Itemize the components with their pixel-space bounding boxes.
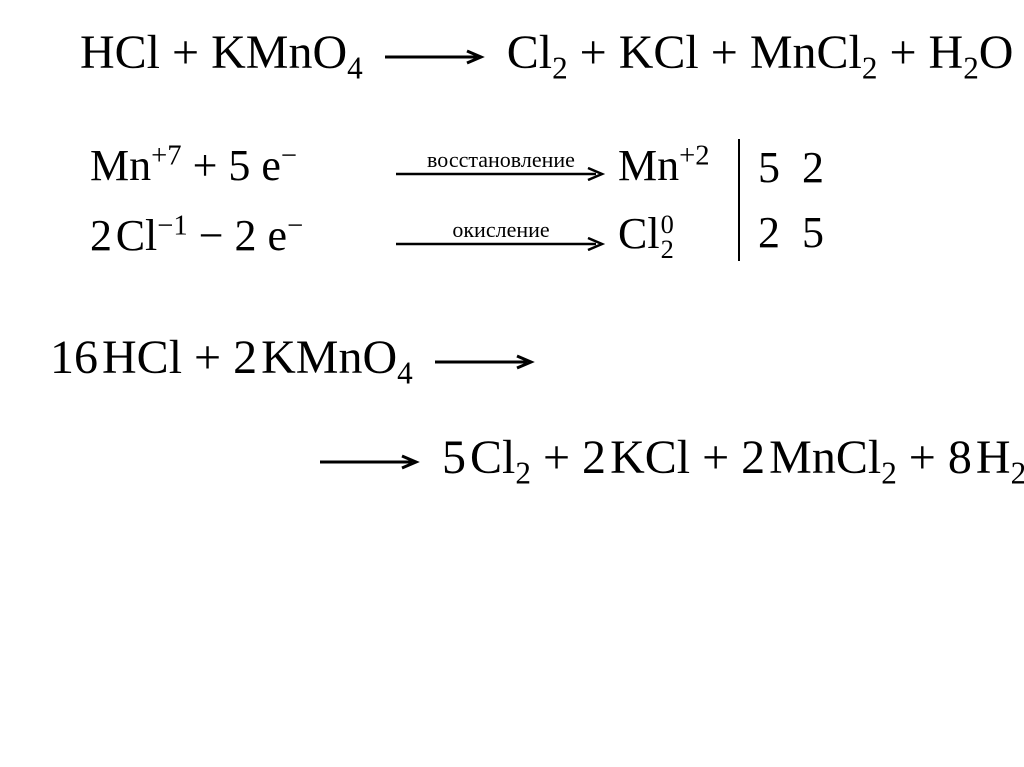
vertical-divider <box>738 139 740 261</box>
half-reactions-equations: Mn+7 + 5 e− восстановление Mn+2 <box>90 135 728 265</box>
oxidation-half-reaction: 2 Cl−1 − 2 e− окисление Cl02 <box>90 205 728 265</box>
product-h2o: H2O <box>976 431 1024 484</box>
coef-5: 5 <box>442 431 466 484</box>
product-h2o: H2O <box>929 26 1014 79</box>
electron-symbol: e− <box>261 141 297 190</box>
balance-coefficients: 5 2 2 5 <box>758 135 824 265</box>
coef-row-1: 5 2 <box>758 138 824 198</box>
plus-sign: + <box>889 26 928 79</box>
coef-2: 2 <box>758 207 780 258</box>
product-cl2: Cl2 <box>470 431 531 484</box>
reaction-arrow-cont <box>320 454 420 470</box>
coef-2: 2 <box>741 431 765 484</box>
reduction-left: Mn+7 + 5 e− <box>90 140 390 191</box>
oxidation-right: Cl02 <box>612 208 728 263</box>
coef-2: 2 <box>802 142 824 193</box>
plus-sign: + <box>580 26 619 79</box>
coef-8: 8 <box>948 431 972 484</box>
oxidation-left: 2 Cl−1 − 2 e− <box>90 210 390 261</box>
plus-sign: + <box>543 431 582 484</box>
product-cl2: Cl2 <box>507 26 568 79</box>
reactant-kmno4: KMnO4 <box>261 331 413 384</box>
minus-sign: − <box>199 211 224 260</box>
coef-row-2: 2 5 <box>758 203 824 263</box>
product-mncl2: MnCl2 <box>750 26 878 79</box>
plus-sign: + <box>193 141 229 190</box>
species-cl2: Cl02 <box>618 209 674 258</box>
coef-5: 5 <box>802 207 824 258</box>
unbalanced-equation: HCl + KMnO4 Cl2 + KCl + MnCl2 + H2O <box>80 25 984 80</box>
species-mn7: Mn+7 <box>90 141 182 190</box>
species-cl-minus: Cl−1 <box>116 211 188 260</box>
chemistry-equation-page: HCl + KMnO4 Cl2 + KCl + MnCl2 + H2O Mn+7… <box>0 0 1024 767</box>
plus-sign: + <box>909 431 948 484</box>
electron-count: 2 <box>235 211 257 260</box>
balanced-equation-line2: 5 Cl2 + 2 KCl + 2 MnCl2 + 8 H2O <box>310 430 984 485</box>
plus-sign: + <box>172 26 211 79</box>
reduction-right: Mn+2 <box>612 140 728 191</box>
coef-2: 2 <box>233 331 257 384</box>
product-kcl: KCl <box>610 431 690 484</box>
reduction-half-reaction: Mn+7 + 5 e− восстановление Mn+2 <box>90 135 728 195</box>
product-mncl2: MnCl2 <box>769 431 897 484</box>
balanced-equation-line1: 16 HCl + 2 KMnO4 <box>50 330 984 385</box>
coef-5: 5 <box>758 142 780 193</box>
plus-sign: + <box>702 431 741 484</box>
electron-count: 5 <box>228 141 250 190</box>
electron-symbol: e− <box>268 211 304 260</box>
oxidation-arrow: окисление <box>396 219 606 251</box>
species-mn2: Mn+2 <box>618 141 710 190</box>
product-kcl: KCl <box>619 26 699 79</box>
coef-2: 2 <box>90 211 112 260</box>
reduction-arrow: восстановление <box>396 149 606 181</box>
coef-2: 2 <box>582 431 606 484</box>
reactant-hcl: HCl <box>102 331 182 384</box>
coef-16: 16 <box>50 331 98 384</box>
plus-sign: + <box>194 331 233 384</box>
reaction-arrow <box>385 49 485 65</box>
half-reactions-block: Mn+7 + 5 e− восстановление Mn+2 <box>90 135 984 265</box>
reactant-hcl: HCl <box>80 26 160 79</box>
reactant-kmno4: KMnO4 <box>211 26 363 79</box>
reaction-arrow <box>435 354 535 370</box>
plus-sign: + <box>711 26 750 79</box>
